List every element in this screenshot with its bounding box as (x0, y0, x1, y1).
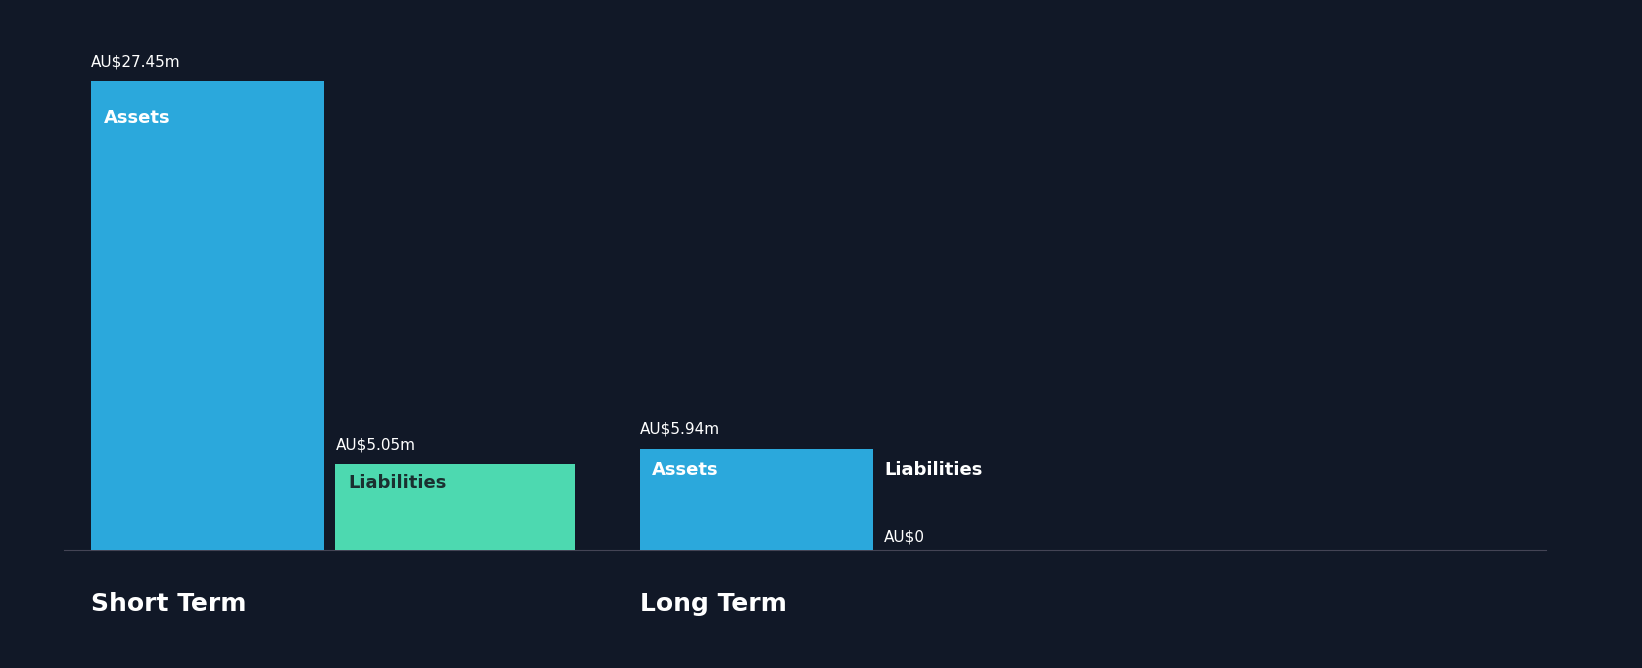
Text: AU$27.45m: AU$27.45m (92, 54, 181, 69)
Text: Liabilities: Liabilities (883, 461, 982, 479)
Text: AU$5.05m: AU$5.05m (335, 437, 415, 452)
Text: AU$0: AU$0 (883, 529, 924, 544)
Text: Assets: Assets (103, 109, 171, 127)
Text: Assets: Assets (652, 461, 719, 479)
Text: Long Term: Long Term (640, 593, 787, 617)
FancyBboxPatch shape (335, 464, 575, 550)
Text: Short Term: Short Term (92, 593, 246, 617)
FancyBboxPatch shape (640, 449, 874, 550)
Text: Liabilities: Liabilities (348, 474, 447, 492)
Text: AU$5.94m: AU$5.94m (640, 422, 719, 437)
FancyBboxPatch shape (92, 81, 325, 550)
